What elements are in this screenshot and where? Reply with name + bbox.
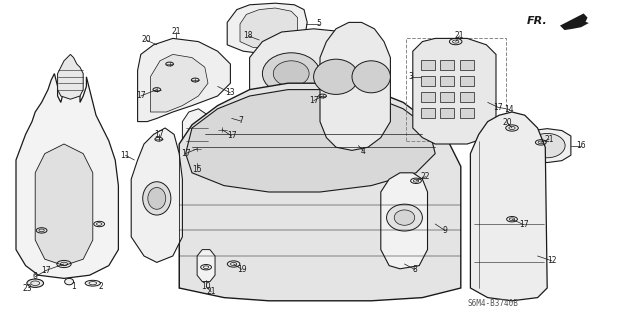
Text: 13: 13 [225,88,236,97]
Text: 21: 21 [545,135,554,144]
Polygon shape [179,83,461,301]
Polygon shape [35,144,93,266]
Bar [421,60,435,70]
Ellipse shape [27,279,44,287]
Polygon shape [250,29,384,115]
Text: 21: 21 [172,28,180,36]
Bar [460,108,474,118]
Ellipse shape [529,133,565,158]
Text: 3: 3 [408,72,413,81]
Polygon shape [524,129,571,163]
Text: 2: 2 [99,282,104,291]
Ellipse shape [143,182,171,215]
Ellipse shape [314,59,358,94]
Text: 17: 17 [136,92,146,100]
Text: 18: 18 [244,31,253,40]
Ellipse shape [262,53,320,94]
Polygon shape [131,128,182,262]
Polygon shape [182,109,211,166]
Text: 17: 17 [308,96,319,105]
Text: 20: 20 [141,36,151,44]
Ellipse shape [148,188,166,209]
Text: 7: 7 [238,116,243,125]
Text: S6M4-B3740B: S6M4-B3740B [467,299,518,308]
Polygon shape [381,173,428,269]
Text: 4: 4 [361,147,366,156]
Bar [460,92,474,102]
Text: 15: 15 [192,165,202,174]
Ellipse shape [85,280,100,286]
Polygon shape [197,250,215,282]
Text: 10: 10 [201,282,211,291]
Text: 22: 22 [421,172,430,181]
Text: 8: 8 [412,265,417,274]
Text: 23: 23 [22,284,32,293]
Text: 21: 21 [455,31,464,40]
Text: 17: 17 [493,103,503,112]
Polygon shape [413,38,496,144]
Text: 6: 6 [33,272,38,281]
Bar [440,92,454,102]
Text: 9: 9 [442,226,447,235]
Polygon shape [240,8,298,49]
Polygon shape [320,22,390,150]
Ellipse shape [394,210,415,225]
Text: 16: 16 [576,141,586,150]
Bar [440,108,454,118]
Text: 17: 17 [518,220,529,229]
Polygon shape [58,54,83,99]
Ellipse shape [387,204,422,231]
Polygon shape [150,54,208,112]
Polygon shape [470,112,547,301]
Polygon shape [212,106,232,154]
Ellipse shape [323,54,374,93]
Text: 1: 1 [71,282,76,291]
Bar [421,108,435,118]
Text: 17: 17 [41,266,51,275]
Bar [440,76,454,86]
Ellipse shape [352,61,390,93]
Polygon shape [138,38,230,122]
Text: 5: 5 [316,20,321,28]
Text: 20: 20 [502,118,512,127]
Polygon shape [560,13,589,30]
Ellipse shape [65,278,74,285]
Text: 14: 14 [504,105,515,114]
Bar [421,92,435,102]
Text: FR.: FR. [527,16,547,26]
Text: 17: 17 [154,130,164,139]
Text: 12: 12 [547,256,556,265]
Text: 17: 17 [227,132,237,140]
Polygon shape [227,3,307,54]
Polygon shape [186,90,435,192]
Bar [440,60,454,70]
Ellipse shape [273,61,309,86]
Text: 19: 19 [237,265,247,274]
Text: 17: 17 [180,149,191,158]
Text: 11: 11 [121,151,130,160]
Bar [460,60,474,70]
Polygon shape [16,61,118,278]
Text: 21: 21 [207,287,216,296]
Bar [421,76,435,86]
Bar [406,38,506,141]
Ellipse shape [333,61,365,86]
Bar [460,76,474,86]
